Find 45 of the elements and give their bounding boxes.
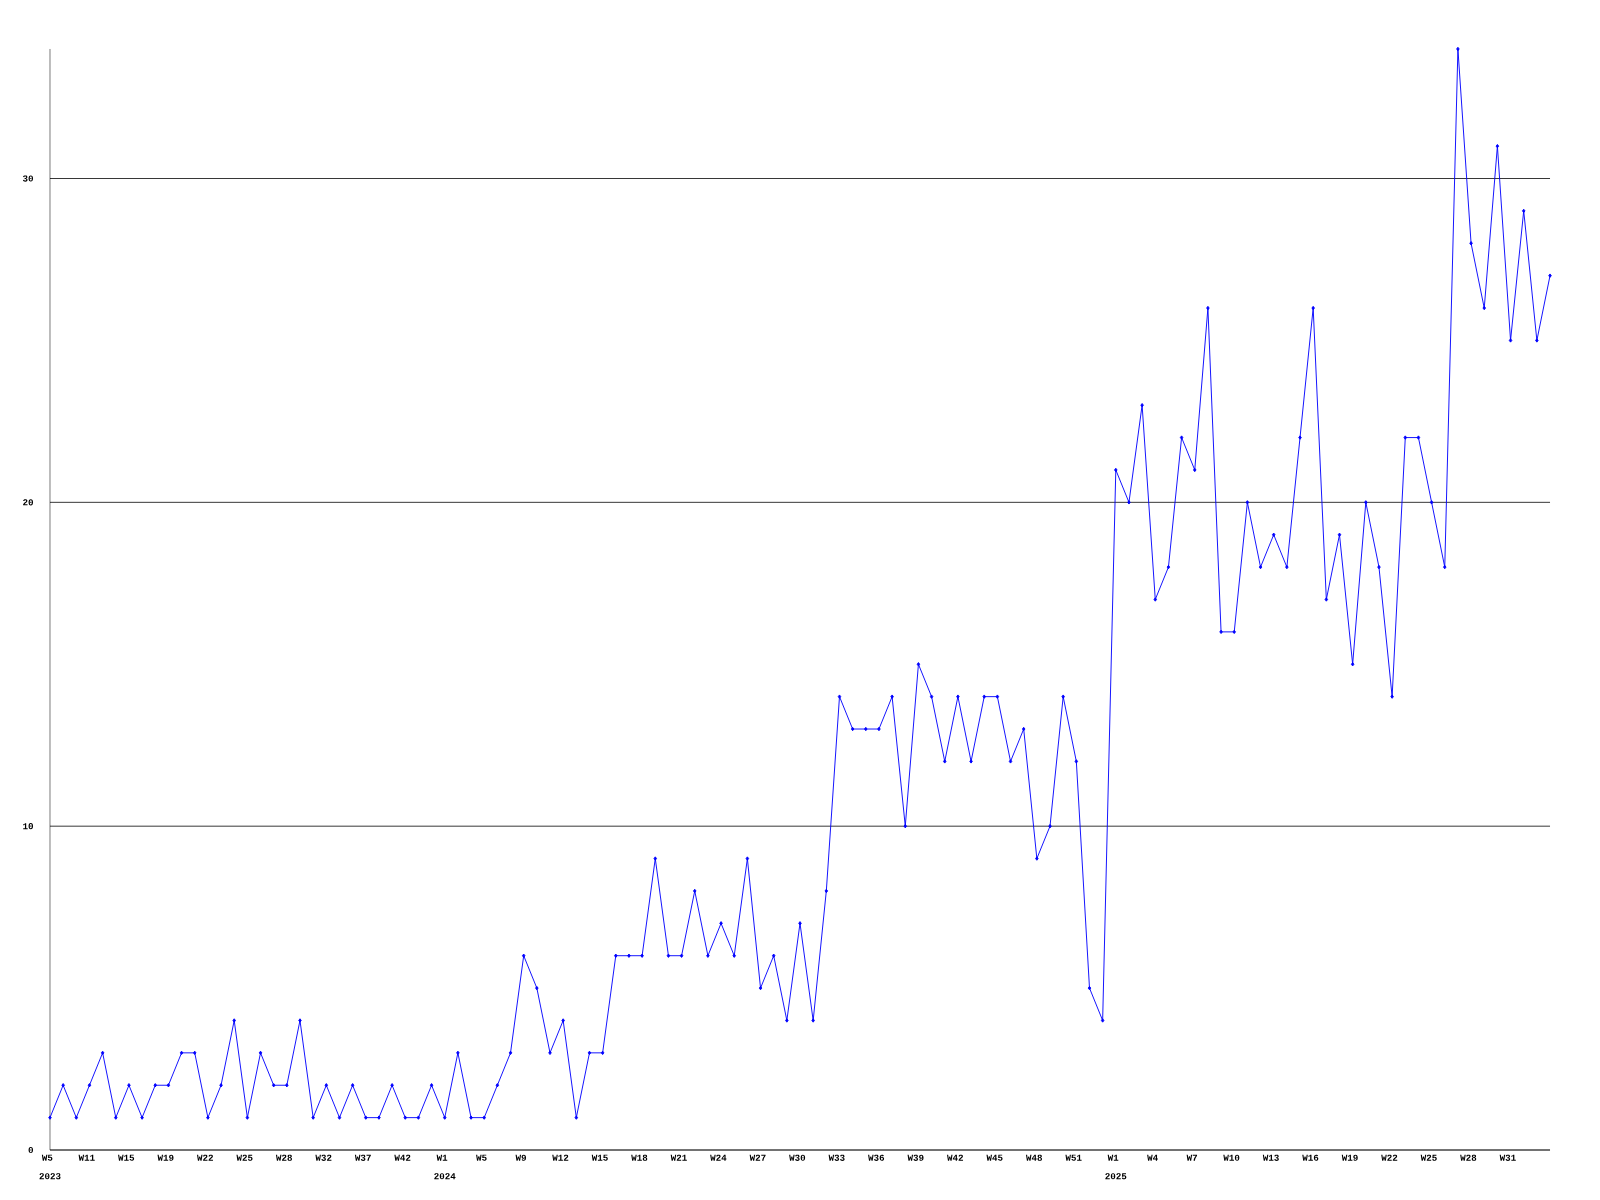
x-tick-label: W28 — [1460, 1154, 1477, 1161]
x-tick-label: W15 — [591, 1154, 608, 1161]
x-tick-label: W42 — [947, 1154, 964, 1161]
x-tick-label: W32 — [315, 1154, 332, 1161]
y-tick-label: 10 — [23, 823, 34, 830]
x-tick-label: W1 — [1107, 1154, 1119, 1161]
x-tick-label: W42 — [394, 1154, 411, 1161]
x-tick-label: W31 — [1499, 1154, 1516, 1161]
x-tick-label: W33 — [828, 1154, 845, 1161]
text: 2025 — [1105, 1173, 1127, 1180]
text: 2023 — [39, 1173, 61, 1180]
x-tick-label: W4 — [1147, 1154, 1158, 1161]
y-tick-label: 0 — [28, 1146, 34, 1154]
x-tick-label: W5 — [476, 1154, 487, 1161]
x-tick-label: W37 — [354, 1154, 371, 1161]
x-tick-label: W27 — [749, 1154, 766, 1161]
x-tick-label: W7 — [1186, 1154, 1198, 1161]
x-tick-label: W1 — [436, 1154, 448, 1161]
x-tick-label: W21 — [670, 1154, 687, 1161]
x-tick-label: W22 — [1381, 1154, 1398, 1161]
x-tick-label: W9 — [515, 1154, 527, 1161]
x-tick-label: W28 — [275, 1154, 292, 1161]
x-tick-label: W45 — [986, 1154, 1003, 1161]
x-tick-label: W13 — [1262, 1154, 1279, 1161]
x-tick-label: W25 — [236, 1154, 253, 1161]
x-tick-label: W5 — [41, 1154, 53, 1161]
x-tick-label: W10 — [1223, 1154, 1240, 1161]
x-tick-label: W25 — [1420, 1154, 1437, 1161]
x-tick-label: W11 — [78, 1154, 95, 1161]
x-tick-label: W16 — [1302, 1154, 1319, 1161]
x-tick-label: W19 — [157, 1154, 174, 1161]
x-tick-label: W15 — [118, 1154, 135, 1161]
y-tick-label: 30 — [22, 175, 34, 182]
x-tick-label: W39 — [907, 1154, 924, 1161]
x-tick-label: W51 — [1065, 1154, 1082, 1161]
x-tick-label: W48 — [1025, 1154, 1043, 1161]
x-tick-label: W18 — [631, 1154, 648, 1161]
x-tick-label: W36 — [868, 1154, 885, 1161]
x-tick-label: W19 — [1341, 1154, 1358, 1161]
x-tick-label: W22 — [197, 1154, 213, 1161]
x-tick-label: W30 — [789, 1154, 806, 1161]
x-tick-label: W24 — [710, 1154, 727, 1161]
text: 2024 — [434, 1173, 456, 1180]
x-tick-label: W12 — [552, 1154, 569, 1161]
y-tick-label: 20 — [23, 499, 34, 506]
